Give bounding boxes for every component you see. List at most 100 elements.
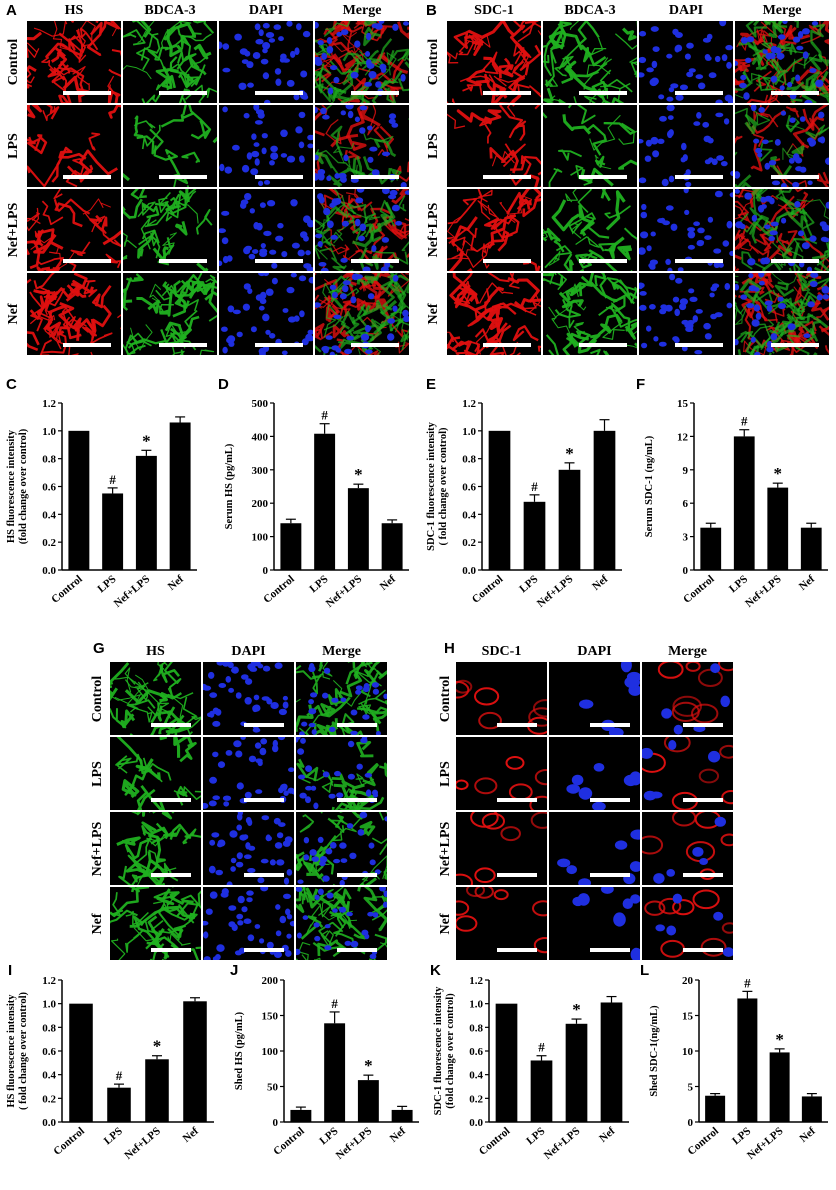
- significance-hash: #: [109, 472, 116, 487]
- micrograph-cell: [315, 105, 409, 187]
- y-axis-label: SDC-1 fluorescence intensity: [426, 421, 437, 550]
- bar: [391, 1109, 413, 1122]
- y-tick-label: 0: [688, 1117, 694, 1129]
- scale-bar: [351, 175, 399, 179]
- micrograph-cell: [639, 189, 733, 271]
- y-tick-label: 15: [682, 1011, 694, 1023]
- y-tick-label: 1.0: [469, 999, 483, 1011]
- y-axis-label: Shed HS (pg/mL): [234, 1011, 245, 1090]
- y-tick-label: 0.0: [42, 565, 56, 577]
- scale-bar: [337, 873, 377, 877]
- significance-star: *: [572, 1000, 581, 1019]
- scale-bar: [590, 873, 630, 877]
- row-label: Control: [90, 675, 105, 722]
- micrograph-cell: [219, 273, 313, 355]
- micrograph-cell: [296, 887, 387, 960]
- panel-letter-k: K: [430, 962, 441, 979]
- row-label: Nef: [90, 913, 105, 934]
- y-tick-label: 1.0: [42, 999, 56, 1011]
- scale-bar: [244, 798, 284, 802]
- x-tick-label: Nef: [388, 1125, 409, 1145]
- y-tick-label: 0.8: [469, 1022, 483, 1034]
- scale-bar: [63, 259, 111, 263]
- scale-bar: [683, 723, 723, 727]
- y-tick-label: 9: [683, 465, 689, 477]
- scale-bar: [497, 798, 537, 802]
- y-tick-label: 0.4: [42, 509, 56, 521]
- x-tick-label: Nef+LPS: [542, 1125, 583, 1162]
- y-tick-label: 20: [682, 975, 694, 987]
- scale-bar: [497, 948, 537, 952]
- y-tick-label: 0.0: [42, 1117, 56, 1129]
- significance-star: *: [364, 1056, 373, 1075]
- column-header: HS: [146, 644, 165, 659]
- micrograph-cell: [639, 273, 733, 355]
- scale-bar: [683, 948, 723, 952]
- column-header: DAPI: [248, 3, 284, 18]
- micrograph-cell: [110, 887, 201, 960]
- y-tick-label: 0.6: [469, 1046, 483, 1058]
- micrograph-cell: [543, 105, 637, 187]
- scale-bar: [337, 948, 377, 952]
- scale-bar: [579, 259, 627, 263]
- x-tick-label: LPS: [95, 573, 118, 595]
- scale-bar: [483, 91, 531, 95]
- bar: [530, 1060, 553, 1122]
- y-axis-label: HS fluorescence intensity: [6, 994, 17, 1108]
- column-header: DAPI: [668, 3, 704, 18]
- micrograph-cell: [123, 105, 217, 187]
- significance-hash: #: [321, 408, 328, 423]
- scale-bar: [159, 175, 207, 179]
- y-tick-label: 0.0: [469, 1117, 483, 1129]
- y-axis-label: (fold change over control): [445, 993, 456, 1109]
- significance-hash: #: [531, 479, 538, 494]
- panel-letter-h: H: [444, 640, 455, 657]
- micrograph-cell: [456, 737, 547, 810]
- panel-letter-a: A: [6, 2, 17, 19]
- bar: [324, 1023, 346, 1122]
- scale-bar: [255, 343, 303, 347]
- y-axis-label: Serum HS (pg/mL): [224, 443, 235, 529]
- bar: [314, 433, 336, 570]
- micrograph-cell: [735, 189, 829, 271]
- panel-letter-g: G: [93, 640, 105, 657]
- row-label: Nef+LPS: [6, 202, 21, 258]
- bar: [381, 523, 403, 570]
- scale-bar: [159, 343, 207, 347]
- scale-bar: [151, 798, 191, 802]
- panel-letter-b: B: [426, 2, 437, 19]
- y-tick-label: 0.6: [42, 482, 56, 494]
- scale-bar: [337, 723, 377, 727]
- column-header: HS: [64, 3, 84, 18]
- row-label: Nef+LPS: [438, 821, 453, 876]
- bar: [800, 527, 822, 570]
- scale-bar: [675, 175, 723, 179]
- micrograph-cell: [735, 21, 829, 103]
- y-tick-label: 0.4: [469, 1070, 483, 1082]
- y-tick-label: 100: [252, 532, 269, 544]
- x-tick-label: Nef: [590, 573, 611, 593]
- bar: [523, 501, 546, 570]
- significance-hash: #: [744, 975, 751, 990]
- micrograph-cell: [27, 189, 121, 271]
- x-tick-label: Control: [271, 1125, 307, 1158]
- scale-bar: [683, 873, 723, 877]
- scale-bar: [151, 948, 191, 952]
- micrograph-cell: [549, 737, 640, 810]
- micrograph-cell: [549, 887, 640, 960]
- bar-chart-k: SDC-1 fluorescence intensity (fold change…: [433, 975, 629, 1162]
- micrograph-cell: [219, 189, 313, 271]
- micrograph-cell: [549, 662, 640, 735]
- scale-bar: [63, 91, 111, 95]
- column-header: SDC-1: [481, 644, 522, 659]
- bar-chart-j: Shed HS (pg/mL) 0 50 100 150 200 Control # LPS * N…: [234, 975, 419, 1162]
- significance-hash: #: [331, 996, 338, 1011]
- micrograph-cell: [456, 812, 547, 885]
- row-label: LPS: [6, 133, 21, 159]
- column-header: BDCA-3: [144, 3, 196, 18]
- micrograph-cell: [447, 189, 541, 271]
- x-tick-label: Nef+LPS: [334, 1125, 375, 1162]
- x-tick-label: Nef+LPS: [535, 573, 576, 610]
- y-axis-label: ( fold change over control): [18, 991, 29, 1110]
- micrograph-cell: [203, 662, 294, 735]
